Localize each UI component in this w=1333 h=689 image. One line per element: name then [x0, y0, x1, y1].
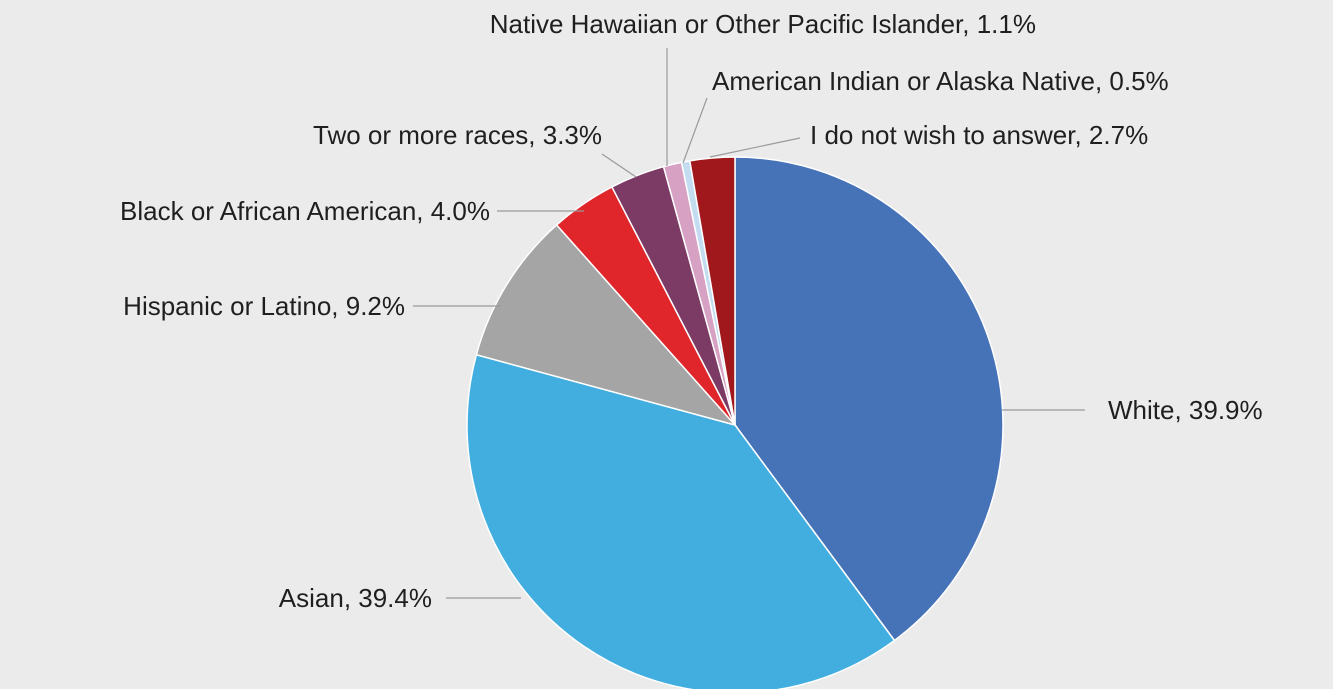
data-label-white: White, 39.9%	[1108, 395, 1263, 425]
leader-line-two-or-more-races	[601, 153, 637, 178]
pie-slice-asian	[466, 353, 896, 689]
pie-slice-i-do-not-wish-to-answer	[688, 156, 736, 426]
data-label-black-or-african-american: Black or African American, 4.0%	[120, 196, 490, 226]
data-label-two-or-more-races: Two or more races, 3.3%	[313, 120, 602, 150]
leader-line-i-do-not-wish-to-answer	[709, 137, 801, 158]
data-label-american-indian-or-alaska-native: American Indian or Alaska Native, 0.5%	[712, 66, 1169, 96]
data-label-native-hawaiian-or-other-pacific-islander: Native Hawaiian or Other Pacific Islande…	[490, 9, 1036, 39]
leaders-layer	[413, 48, 1085, 599]
data-label-asian: Asian, 39.4%	[279, 583, 432, 613]
leader-line-american-indian-or-alaska-native	[682, 97, 708, 164]
labels-layer: White, 39.9% Asian, 39.4% Hispanic or Lati…	[120, 9, 1263, 613]
pie-slice-white	[734, 156, 1004, 642]
slices-layer	[466, 156, 1004, 689]
pie-slice-hispanic-or-latino	[475, 223, 738, 427]
data-label-hispanic-or-latino: Hispanic or Latino, 9.2%	[123, 291, 405, 321]
data-label-i-do-not-wish-to-answer: I do not wish to answer, 2.7%	[810, 120, 1148, 150]
